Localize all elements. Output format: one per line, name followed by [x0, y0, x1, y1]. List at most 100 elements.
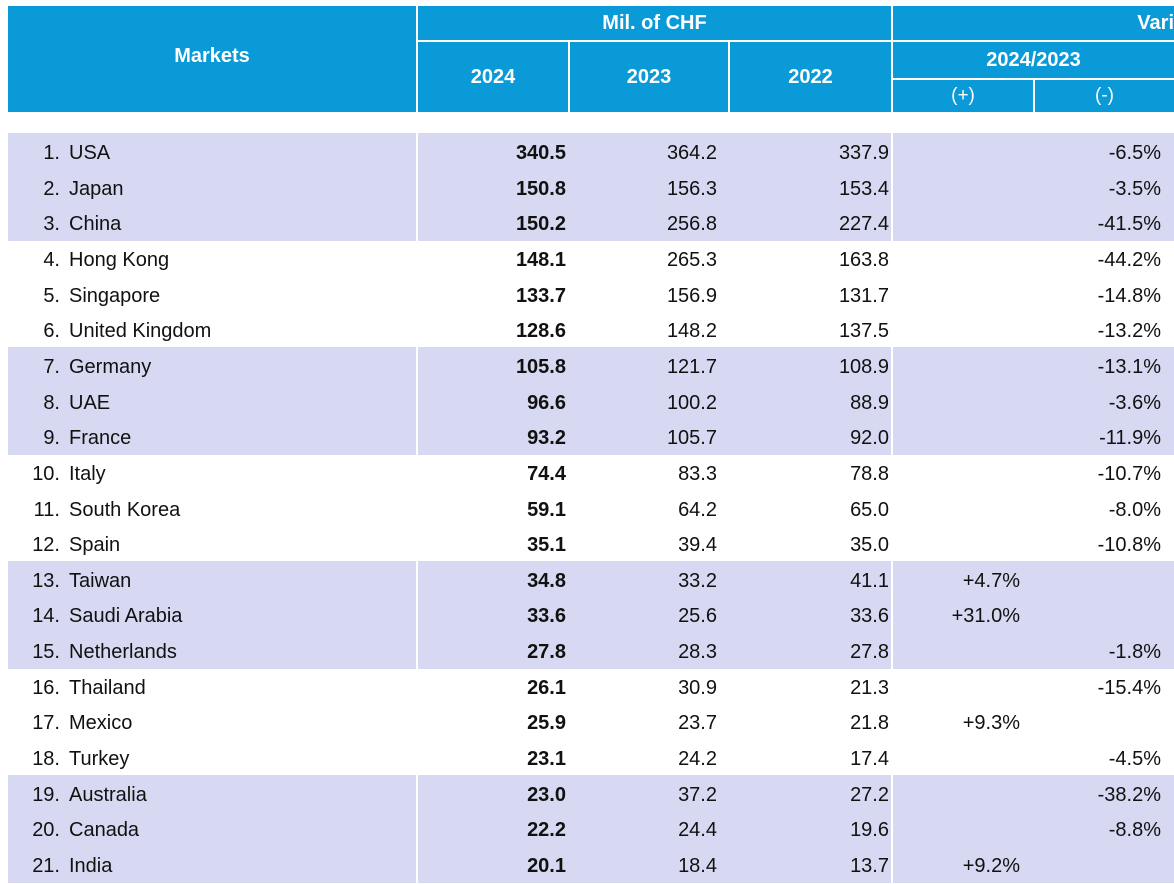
rank: 15. [32, 641, 60, 664]
value-2022: 88.9 [850, 391, 889, 414]
value-2024: 23.0 [527, 783, 566, 806]
year-header: 2022 [730, 42, 891, 112]
rank: 5. [43, 284, 60, 307]
value-2023: 148.2 [666, 320, 717, 343]
value-2024: 22.2 [527, 819, 566, 842]
market: Hong Kong [69, 248, 170, 271]
value-2023: 100.2 [666, 391, 717, 414]
value-2022: 41.1 [850, 569, 889, 592]
market: France [69, 427, 132, 450]
rank: 10. [32, 462, 60, 485]
market: Thailand [69, 676, 146, 699]
value-2022: 21.3 [850, 676, 889, 699]
value-2023: 156.9 [666, 284, 717, 307]
variation-minus: -10.7% [1097, 462, 1161, 485]
value-2023: 24.2 [678, 748, 717, 771]
value-2022: 153.4 [838, 177, 889, 200]
market: Canada [69, 819, 140, 842]
value-2023: 25.6 [678, 605, 717, 628]
value-2024: 33.6 [527, 605, 566, 628]
market: China [69, 213, 122, 236]
plus-header: (+) [893, 80, 1033, 112]
market: Turkey [69, 748, 130, 771]
variation-minus: -13.1% [1097, 355, 1161, 378]
rank: 14. [32, 605, 60, 628]
market: Netherlands [69, 641, 177, 664]
rank: 13. [32, 569, 60, 592]
variation-minus: -38.2% [1097, 783, 1161, 806]
variation-plus: +31.0% [951, 605, 1020, 628]
value-2024: 150.2 [515, 213, 566, 236]
markets-header: Markets [8, 6, 416, 112]
market: Spain [69, 534, 121, 557]
market: Mexico [69, 712, 133, 735]
column-separator [891, 133, 893, 884]
rank: 11. [33, 498, 60, 521]
value-2024: 105.8 [515, 355, 566, 378]
variation-plus: +9.2% [962, 855, 1020, 877]
market: Australia [69, 783, 147, 806]
rank: 7. [43, 355, 60, 378]
rank: 12. [32, 534, 60, 557]
value-2023: 265.3 [666, 248, 717, 271]
value-2023: 28.3 [678, 641, 717, 664]
variation-minus: -8.8% [1108, 819, 1161, 842]
value-2024: 27.8 [527, 641, 566, 664]
value-2024: 148.1 [515, 248, 566, 271]
value-2022: 137.5 [838, 320, 889, 343]
row-band [8, 774, 1174, 883]
rank: 9. [43, 427, 60, 450]
value-2024: 35.1 [527, 534, 566, 557]
variation-minus: -14.8% [1097, 284, 1161, 307]
rank: 6. [43, 320, 60, 343]
variation-minus: -3.6% [1108, 391, 1161, 414]
rank: 3. [43, 213, 60, 236]
value-2024: 93.2 [527, 427, 566, 450]
value-2023: 18.4 [678, 855, 717, 877]
value-2022: 33.6 [850, 605, 889, 628]
value-2023: 37.2 [678, 783, 717, 806]
value-2023: 364.2 [666, 142, 717, 164]
value-2022: 35.0 [850, 534, 889, 557]
value-2022: 21.8 [850, 712, 889, 735]
market: South Korea [69, 498, 181, 521]
variation-minus: -10.8% [1097, 534, 1161, 557]
market: Taiwan [69, 569, 132, 592]
variation-minus: -13.2% [1097, 320, 1161, 343]
currency-header: Mil. of CHF [418, 6, 891, 40]
value-2022: 13.7 [850, 855, 889, 877]
rank: 19. [32, 783, 60, 806]
value-2024: 128.6 [515, 320, 566, 343]
value-2022: 131.7 [838, 284, 889, 307]
value-2023: 105.7 [666, 427, 717, 450]
value-2024: 59.1 [527, 498, 566, 521]
value-2024: 23.1 [527, 748, 566, 771]
market: Japan [69, 177, 124, 200]
value-2023: 64.2 [678, 498, 717, 521]
market: Italy [69, 462, 106, 485]
variation-minus: -11.9% [1099, 427, 1161, 450]
value-2022: 27.8 [850, 641, 889, 664]
value-2022: 227.4 [838, 213, 889, 236]
value-2023: 156.3 [666, 177, 717, 200]
value-2023: 24.4 [678, 819, 717, 842]
rank: 4. [43, 248, 60, 271]
value-2024: 133.7 [515, 284, 566, 307]
value-2022: 27.2 [850, 783, 889, 806]
rank: 16. [32, 676, 60, 699]
value-2023: 33.2 [678, 569, 717, 592]
row-band [8, 560, 1174, 669]
value-2022: 108.9 [838, 355, 889, 378]
market: USA [69, 142, 111, 164]
market: United Kingdom [69, 320, 212, 343]
minus-header: (-) [1035, 80, 1174, 112]
market: Saudi Arabia [69, 605, 183, 628]
value-2024: 25.9 [527, 712, 566, 735]
value-2022: 92.0 [850, 427, 889, 450]
value-2022: 163.8 [838, 248, 889, 271]
row-band [8, 346, 1174, 455]
rank: 2. [43, 177, 60, 200]
value-2023: 121.7 [666, 355, 717, 378]
rank: 18. [32, 748, 60, 771]
